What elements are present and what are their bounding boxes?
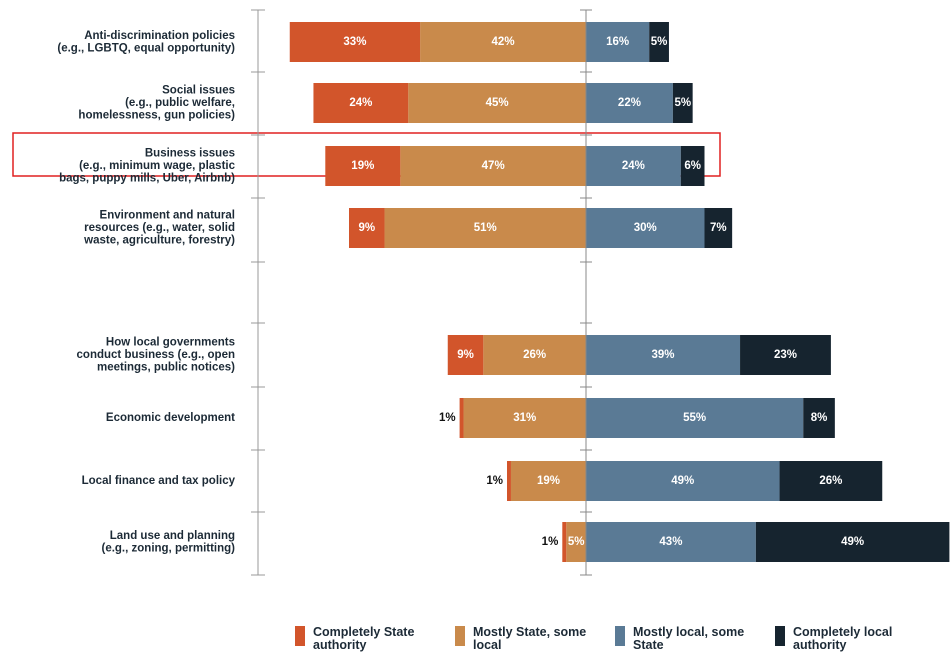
bar-segment xyxy=(586,208,705,248)
legend-item: Mostly State, some local xyxy=(455,626,615,660)
category-label: bags, puppy mills, Uber, Airbnb) xyxy=(59,173,235,185)
category-label: (e.g., minimum wage, plastic xyxy=(79,160,236,172)
value-label: 26% xyxy=(819,475,842,487)
value-label: 5% xyxy=(674,97,691,109)
category-label: Land use and planning xyxy=(110,530,235,542)
value-label: 39% xyxy=(652,349,675,361)
value-label: 55% xyxy=(683,412,706,424)
value-label: 49% xyxy=(841,536,864,548)
category-label: Economic development xyxy=(106,412,235,424)
legend: Completely State authority Mostly State, … xyxy=(295,626,945,660)
legend-label: Completely local authority xyxy=(793,625,893,652)
legend-label: Mostly State, some local xyxy=(473,625,587,652)
value-label: 19% xyxy=(351,160,374,172)
category-label: Environment and natural xyxy=(100,210,235,222)
legend-swatch xyxy=(295,626,305,646)
category-label: homelessness, gun policies) xyxy=(78,110,235,122)
value-label: 7% xyxy=(710,222,727,234)
value-label: 5% xyxy=(651,36,668,48)
bar-segment xyxy=(680,146,705,186)
bar-segment xyxy=(704,208,733,248)
bar-segment xyxy=(649,22,669,62)
bar-segment xyxy=(447,335,484,375)
legend-swatch xyxy=(775,626,785,646)
category-label: How local governments xyxy=(106,337,235,349)
category-label: resources (e.g., water, solid xyxy=(84,222,235,234)
value-label: 31% xyxy=(513,412,536,424)
bar-segment xyxy=(483,335,586,375)
bar-segment xyxy=(562,522,567,562)
category-label: conduct business (e.g., open xyxy=(77,349,235,361)
legend-item: Completely local authority xyxy=(775,626,935,660)
bar-segment xyxy=(289,22,421,62)
value-label: 42% xyxy=(492,36,515,48)
bar-segment xyxy=(420,22,586,62)
value-label: 16% xyxy=(606,36,629,48)
bar-segment xyxy=(803,398,835,438)
legend-label: Completely State authority xyxy=(313,625,415,652)
category-label: (e.g., LGBTQ, equal opportunity) xyxy=(57,42,235,54)
bar-segment xyxy=(755,522,950,562)
bar-segment xyxy=(672,83,693,123)
value-label: 51% xyxy=(474,222,497,234)
value-label: 1% xyxy=(486,475,503,487)
value-label: 49% xyxy=(671,475,694,487)
value-label: 23% xyxy=(774,349,797,361)
value-label: 33% xyxy=(343,36,366,48)
chart: Anti-discrimination policies(e.g., LGBTQ… xyxy=(12,9,950,576)
category-label: (e.g., public welfare, xyxy=(125,97,235,109)
value-label: 1% xyxy=(542,536,559,548)
bar-segment xyxy=(463,398,586,438)
legend-swatch xyxy=(455,626,465,646)
legend-swatch xyxy=(615,626,625,646)
bar-segment xyxy=(586,461,780,501)
value-label: 45% xyxy=(486,97,509,109)
value-label: 19% xyxy=(537,475,560,487)
value-label: 9% xyxy=(358,222,375,234)
bar-segment xyxy=(740,335,831,375)
value-label: 24% xyxy=(349,97,372,109)
bar-segment xyxy=(586,335,741,375)
legend-item: Mostly local, some State xyxy=(615,626,775,660)
bar-segment xyxy=(325,146,401,186)
value-label: 1% xyxy=(439,412,456,424)
value-label: 26% xyxy=(523,349,546,361)
bar-segment xyxy=(313,83,409,123)
bar-segment xyxy=(459,398,464,438)
value-label: 8% xyxy=(811,412,828,424)
value-label: 24% xyxy=(622,160,645,172)
legend-label: Mostly local, some State xyxy=(633,625,745,652)
bar-segment xyxy=(400,146,586,186)
value-label: 6% xyxy=(684,160,701,172)
category-label: (e.g., zoning, permitting) xyxy=(101,542,235,554)
category-label: Anti-discrimination policies xyxy=(84,30,235,42)
value-label: 22% xyxy=(618,97,641,109)
category-label: Business issues xyxy=(145,148,235,160)
bar-segment xyxy=(586,522,756,562)
bar-segment xyxy=(586,22,650,62)
bar-segment xyxy=(510,461,586,501)
bar-segment xyxy=(779,461,883,501)
value-label: 5% xyxy=(568,536,585,548)
bar-segment xyxy=(384,208,586,248)
value-label: 30% xyxy=(634,222,657,234)
category-label: meetings, public notices) xyxy=(97,362,235,374)
bar-segment xyxy=(586,398,804,438)
value-label: 9% xyxy=(457,349,474,361)
category-label: waste, agriculture, forestry) xyxy=(83,235,235,247)
value-label: 47% xyxy=(482,160,505,172)
value-label: 43% xyxy=(659,536,682,548)
bar-segment xyxy=(507,461,511,501)
bar-segment xyxy=(349,208,385,248)
bar-segment xyxy=(408,83,586,123)
category-label: Social issues xyxy=(162,85,235,97)
category-label: Local finance and tax policy xyxy=(82,475,236,487)
legend-item: Completely State authority xyxy=(295,626,455,660)
bar-segment xyxy=(586,146,681,186)
bar-segment xyxy=(566,522,586,562)
bar-segment xyxy=(586,83,673,123)
